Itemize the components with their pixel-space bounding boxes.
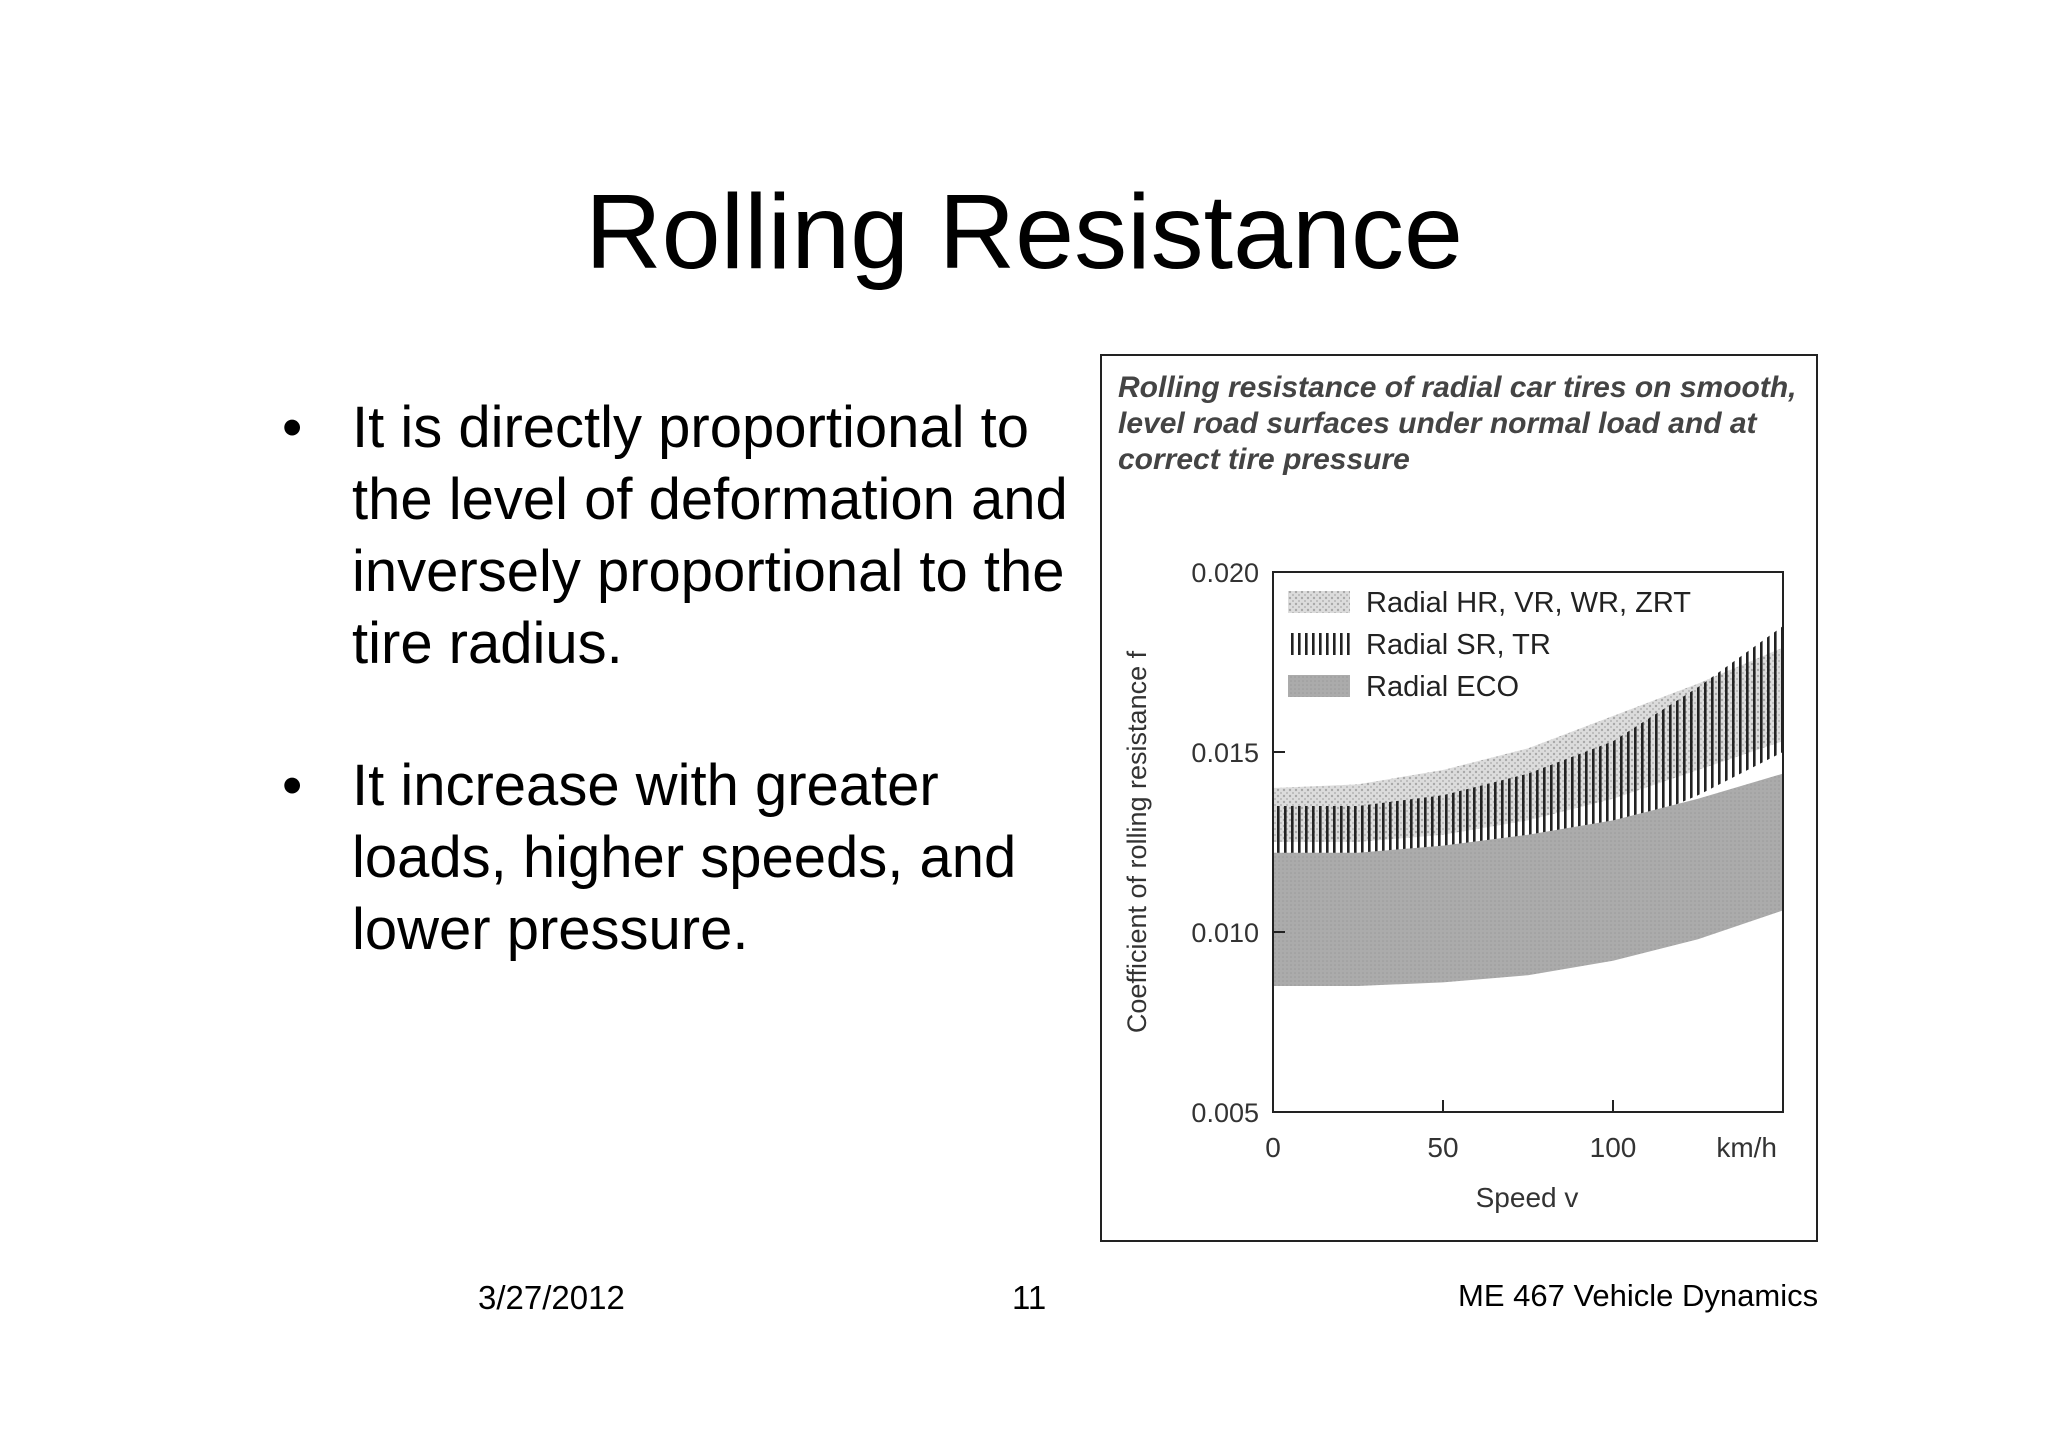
legend-label: Radial ECO — [1366, 671, 1519, 703]
bullet-marker: • — [282, 395, 303, 460]
figure-caption: Rolling resistance of radial car tires o… — [1118, 371, 1797, 476]
footer-course-title: ME 467 Vehicle Dynamics — [1458, 1278, 1819, 1313]
x-tick-label: 100 — [1590, 1132, 1637, 1163]
bullet-item: • It increase with greater loads, higher… — [282, 750, 1082, 966]
legend-swatch — [1288, 675, 1350, 697]
x-axis-ticks: 0 50 100 — [1265, 1100, 1636, 1163]
y-tick-label: 0.005 — [1191, 1098, 1259, 1128]
x-tick-label: 50 — [1427, 1132, 1458, 1163]
y-axis-label: Coefficient of rolling resistance f — [1122, 650, 1152, 1033]
chart-bands — [1273, 626, 1783, 986]
y-tick-label: 0.020 — [1191, 558, 1259, 588]
y-tick-label: 0.015 — [1191, 738, 1259, 768]
rolling-resistance-chart: 0.005 0.010 0.015 0.020 0 50 100 km/h Speed v… — [1122, 558, 1784, 1213]
chart-legend: Radial HR, VR, WR, ZRT Radial SR, TR Radia… — [1288, 587, 1691, 703]
bullet-item: • It is directly proportional to the lev… — [282, 392, 1082, 680]
legend-swatch — [1288, 633, 1350, 655]
y-tick-label: 0.010 — [1191, 918, 1259, 948]
bullet-text: It increase with greater loads, higher s… — [352, 753, 1017, 962]
slide-title: Rolling Resistance — [585, 173, 1463, 291]
band-series-1 — [1273, 626, 1783, 886]
footer-date: 3/27/2012 — [478, 1279, 625, 1316]
band-series-2 — [1273, 773, 1783, 986]
x-tick-label: 0 — [1265, 1132, 1281, 1163]
band-series-0 — [1273, 647, 1783, 842]
x-unit-label: km/h — [1716, 1132, 1777, 1163]
y-axis-ticks: 0.005 0.010 0.015 0.020 — [1191, 558, 1285, 1128]
bullet-list: • It is directly proportional to the lev… — [282, 392, 1082, 966]
footer-page-number: 11 — [1012, 1279, 1047, 1316]
bullet-text: It is directly proportional to the level… — [352, 395, 1068, 676]
legend-swatch — [1288, 591, 1350, 613]
legend-label: Radial SR, TR — [1366, 629, 1551, 661]
figure-panel: Rolling resistance of radial car tires o… — [1100, 354, 1818, 1242]
plot-frame — [1272, 571, 1784, 1113]
x-axis-label: Speed v — [1476, 1182, 1579, 1213]
legend-label: Radial HR, VR, WR, ZRT — [1366, 587, 1691, 619]
bullet-marker: • — [282, 753, 303, 818]
